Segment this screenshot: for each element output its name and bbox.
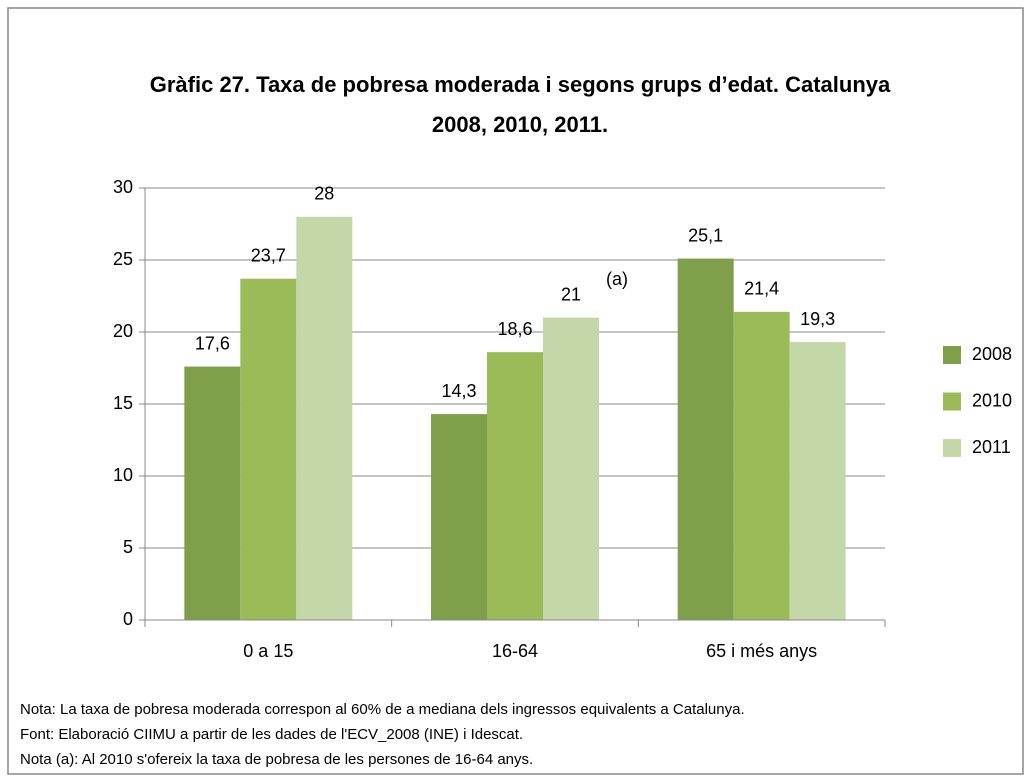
data-label: 17,6 [195, 333, 230, 353]
chart-title: 2008, 2010, 2011. [432, 112, 608, 137]
bar [431, 414, 488, 620]
legend-label: 2011 [972, 437, 1011, 457]
data-label: 23,7 [251, 245, 286, 265]
data-label: 19,3 [800, 309, 835, 329]
x-tick-label: 0 a 15 [243, 641, 293, 661]
y-tick-label: 10 [113, 465, 133, 485]
y-tick-label: 30 [113, 177, 133, 197]
legend-swatch [943, 346, 961, 364]
chart-title: Gràfic 27. Taxa de pobresa moderada i se… [150, 72, 891, 97]
legend-swatch [943, 392, 961, 411]
note: Font: Elaboració CIIMU a partir de les d… [20, 726, 523, 743]
data-label: 21 [561, 284, 581, 304]
legend-label: 2010 [972, 390, 1012, 410]
x-tick-label: 16-64 [492, 641, 538, 661]
legend-swatch [943, 439, 961, 457]
bar [733, 311, 790, 620]
y-tick-label: 15 [113, 393, 133, 413]
x-tick-label: 65 i més anys [706, 641, 817, 661]
bar [487, 352, 543, 620]
data-label: 25,1 [688, 225, 723, 245]
bar [240, 278, 297, 620]
bar [296, 216, 353, 621]
note: Nota (a): Al 2010 s'ofereix la taxa de p… [20, 751, 533, 768]
y-tick-label: 25 [113, 249, 133, 269]
legend-label: 2008 [972, 344, 1012, 364]
note: Nota: La taxa de pobresa moderada corres… [20, 701, 745, 718]
data-label: 21,4 [744, 279, 779, 299]
bar [677, 258, 734, 620]
y-tick-label: 20 [113, 321, 133, 341]
bar [542, 317, 599, 620]
bar [184, 366, 241, 620]
y-tick-label: 0 [123, 609, 133, 629]
data-label: 14,3 [441, 381, 476, 401]
data-label: 18,6 [497, 319, 532, 339]
annotation: (a) [606, 269, 628, 289]
bar [789, 342, 846, 620]
data-label: 28 [314, 184, 334, 204]
y-tick-label: 5 [123, 537, 133, 557]
